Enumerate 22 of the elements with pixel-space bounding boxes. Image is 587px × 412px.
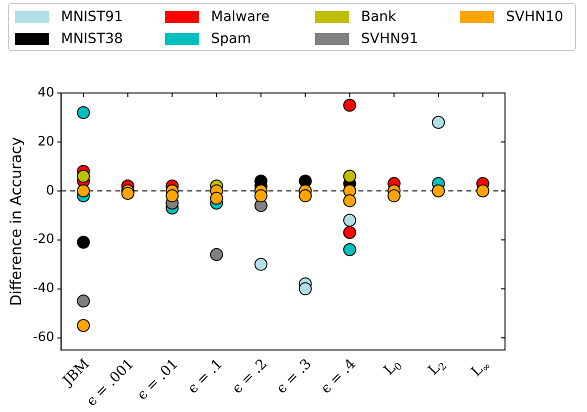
y-tick-label: 0 [46, 183, 54, 198]
y-axis-title: Difference in Accuracy [6, 136, 25, 306]
y-tick-label: 40 [38, 85, 54, 100]
x-tick-label: L2 [425, 360, 450, 378]
legend-label: MNIST91 [61, 9, 123, 25]
legend-label: MNIST38 [61, 31, 123, 47]
x-tick-label: ϵ = .2 [229, 356, 270, 397]
legend-label: Malware [211, 9, 270, 25]
legend-label: SVHN91 [361, 31, 418, 47]
y-tick-label: -20 [33, 232, 54, 248]
legend-label: Bank [361, 9, 396, 25]
x-tick-label: L0 [381, 360, 405, 378]
legend-label: Spam [211, 31, 251, 47]
y-tick-label: -60 [33, 330, 54, 346]
y-tick-label: 20 [38, 134, 54, 150]
x-tick-label: L∞ [468, 360, 494, 380]
y-tick-label: -40 [33, 281, 54, 296]
x-tick-label: ϵ = .3 [274, 356, 315, 397]
x-tick-label: ϵ = .4 [318, 356, 360, 397]
x-tick-label: ϵ = .1 [185, 356, 226, 397]
legend-label: SVHN10 [506, 9, 564, 25]
x-tick-label: ϵ = .01 [134, 356, 182, 404]
